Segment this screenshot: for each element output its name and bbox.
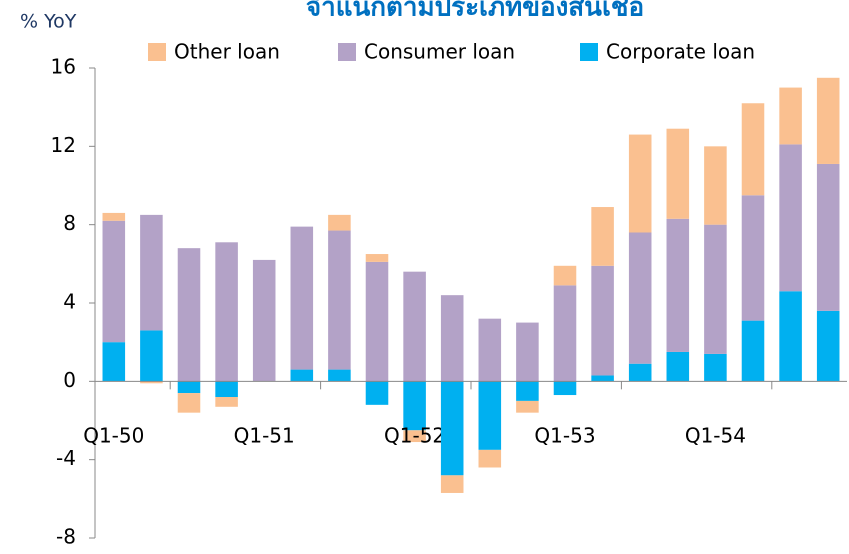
bar-segment xyxy=(140,330,163,382)
bar-segment xyxy=(816,163,840,311)
bar-segment xyxy=(215,381,238,397)
bar-segment xyxy=(102,342,126,382)
y-tick-label: 16 xyxy=(51,55,76,79)
bar-segment xyxy=(478,381,502,450)
bar-segment xyxy=(177,393,201,413)
bar-segment xyxy=(328,369,351,382)
bar-segment xyxy=(440,381,464,476)
bar-segment xyxy=(779,291,802,382)
bar-segment xyxy=(328,214,351,231)
legend-swatch xyxy=(148,43,166,61)
bar-segment xyxy=(290,369,314,382)
bar-segment xyxy=(666,128,690,219)
y-tick-label: 12 xyxy=(51,133,76,157)
bar-segment xyxy=(290,226,314,370)
bar-segment xyxy=(403,271,426,382)
bar-segment xyxy=(591,265,614,376)
y-axis-label: % YoY xyxy=(20,11,77,33)
bar-segment xyxy=(140,381,163,384)
bar-segment xyxy=(215,242,238,382)
legend-label: Consumer loan xyxy=(364,40,515,64)
bar-segment xyxy=(741,103,765,196)
bar-segment xyxy=(215,397,238,407)
bar-segment xyxy=(102,212,126,221)
x-tick-label: Q1-53 xyxy=(534,424,595,448)
bar-segment xyxy=(741,195,765,321)
bar-segment xyxy=(628,232,652,364)
y-tick-label: 0 xyxy=(63,368,76,392)
bar-segment xyxy=(553,285,577,382)
bar-segment xyxy=(478,449,502,468)
bar-segment xyxy=(365,261,389,382)
bar-segment xyxy=(666,218,690,352)
bar-segment xyxy=(328,230,351,370)
chart-title: จำแนกตามประเภทของสินเชื่อ xyxy=(306,0,644,23)
x-tick-label: Q1-51 xyxy=(234,424,295,448)
x-tick-label: Q1-54 xyxy=(685,424,746,448)
bar-segment xyxy=(177,248,201,382)
bar-segment xyxy=(704,224,727,354)
bar-segment xyxy=(403,430,426,443)
bar-segment xyxy=(628,134,652,233)
bar-segment xyxy=(779,87,802,145)
bar-segment xyxy=(516,322,539,382)
legend-label: Corporate loan xyxy=(606,40,755,64)
y-tick-label: -8 xyxy=(56,525,76,549)
x-tick-label: Q1-50 xyxy=(83,424,144,448)
y-tick-label: 4 xyxy=(63,290,76,314)
legend-swatch xyxy=(338,43,356,61)
bar-segment xyxy=(553,381,577,396)
bar-segment xyxy=(704,353,727,382)
x-tick-label: Q1-52 xyxy=(384,424,445,448)
y-tick-label: -4 xyxy=(56,446,76,470)
bar-segment xyxy=(741,320,765,382)
bar-segment xyxy=(704,146,727,225)
bar-segment xyxy=(628,363,652,382)
bar-segment xyxy=(478,318,502,382)
bar-segment xyxy=(516,381,539,401)
bar-segment xyxy=(553,265,577,286)
legend-label: Other loan xyxy=(174,40,280,64)
bar-segment xyxy=(666,351,690,382)
bar-segment xyxy=(516,400,539,413)
bar-segment xyxy=(252,259,276,382)
bar-segment xyxy=(403,381,426,431)
bar-segment xyxy=(591,207,614,266)
bar-segment xyxy=(591,375,614,382)
y-tick-label: 8 xyxy=(63,211,76,235)
bar-segment xyxy=(816,77,840,164)
bar-segment xyxy=(816,310,840,382)
bar-segment xyxy=(440,295,464,382)
bar-segment xyxy=(140,214,163,331)
bar-segment xyxy=(365,254,389,262)
bar-segment xyxy=(440,475,464,493)
bar-segment xyxy=(779,144,802,292)
bar-segment xyxy=(365,381,389,405)
legend-swatch xyxy=(580,43,598,61)
bar-segment xyxy=(177,381,201,394)
bar-segment xyxy=(102,220,126,343)
